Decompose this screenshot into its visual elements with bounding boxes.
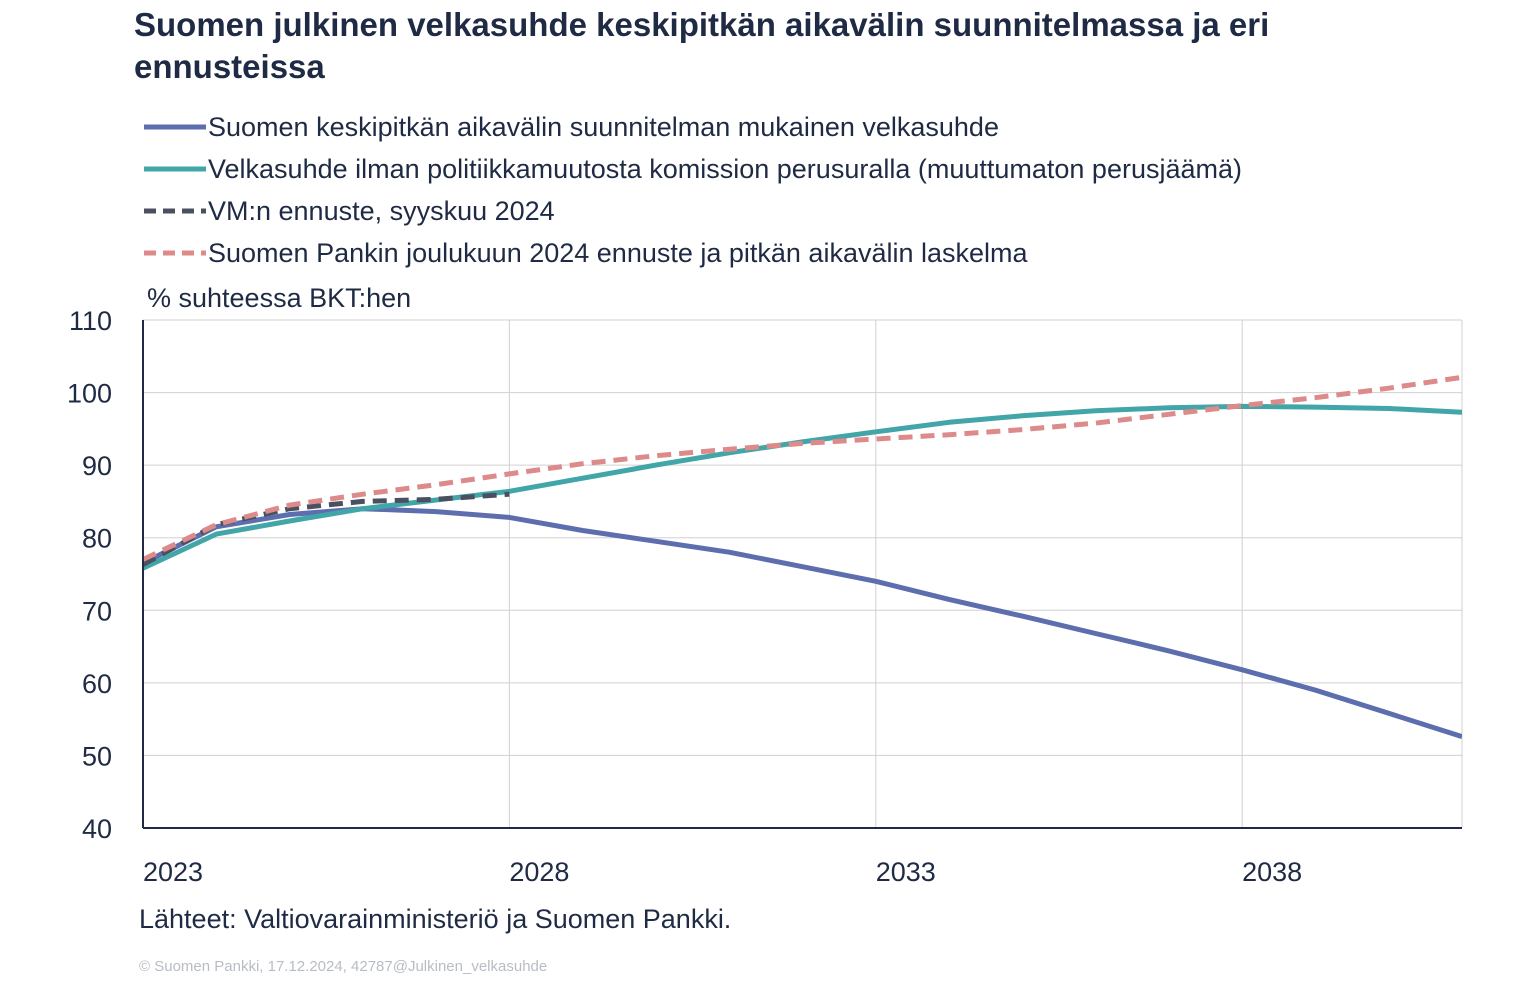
legend-item-3: VM:n ennuste, syyskuu 2024	[144, 190, 1242, 232]
copyright-note: © Suomen Pankki, 17.12.2024, 42787@Julki…	[139, 958, 548, 975]
y-tick-label: 80	[82, 524, 112, 554]
y-tick-label: 100	[67, 379, 112, 409]
legend-swatch	[144, 250, 206, 256]
chart-title: Suomen julkinen velkasuhde keskipitkän a…	[134, 6, 1270, 85]
legend-swatch	[144, 166, 206, 172]
legend-label: VM:n ennuste, syyskuu 2024	[208, 195, 555, 226]
legend-item-2: Velkasuhde ilman politiikkamuutosta komi…	[144, 148, 1242, 190]
legend-item-1: Suomen keskipitkän aikavälin suunnitelma…	[144, 106, 1242, 148]
y-tick-label: 40	[82, 814, 112, 844]
legend-label: Velkasuhde ilman politiikkamuutosta komi…	[208, 153, 1243, 184]
legend-swatch	[144, 124, 206, 130]
y-tick-label: 60	[82, 669, 112, 699]
series-line-2	[143, 403, 1462, 571]
x-tick-label: 2028	[509, 857, 569, 887]
legend-label: Suomen Pankin joulukuun 2024 ennuste ja …	[208, 237, 1028, 268]
y-tick-label: 70	[82, 596, 112, 626]
legend-label: Suomen keskipitkän aikavälin suunnitelma…	[208, 111, 999, 142]
legend-item-4: Suomen Pankin joulukuun 2024 ennuste ja …	[144, 232, 1242, 274]
x-tick-label: 2033	[876, 857, 936, 887]
source-note: Lähteet: Valtiovarainministeriö ja Suome…	[139, 904, 732, 934]
x-tick-label: 2038	[1242, 857, 1302, 887]
y-tick-label: 110	[69, 306, 112, 336]
y-tick-label: 90	[82, 451, 112, 481]
series-line-3	[143, 491, 510, 567]
series-line-1	[143, 506, 1462, 739]
y-tick-label: 50	[82, 741, 112, 771]
legend-swatch	[144, 208, 206, 214]
y-axis-label: % suhteessa BKT:hen	[147, 283, 411, 313]
series-line-4	[143, 374, 1462, 562]
legend: Suomen keskipitkän aikavälin suunnitelma…	[144, 106, 1242, 274]
x-tick-label: 2023	[143, 857, 203, 887]
